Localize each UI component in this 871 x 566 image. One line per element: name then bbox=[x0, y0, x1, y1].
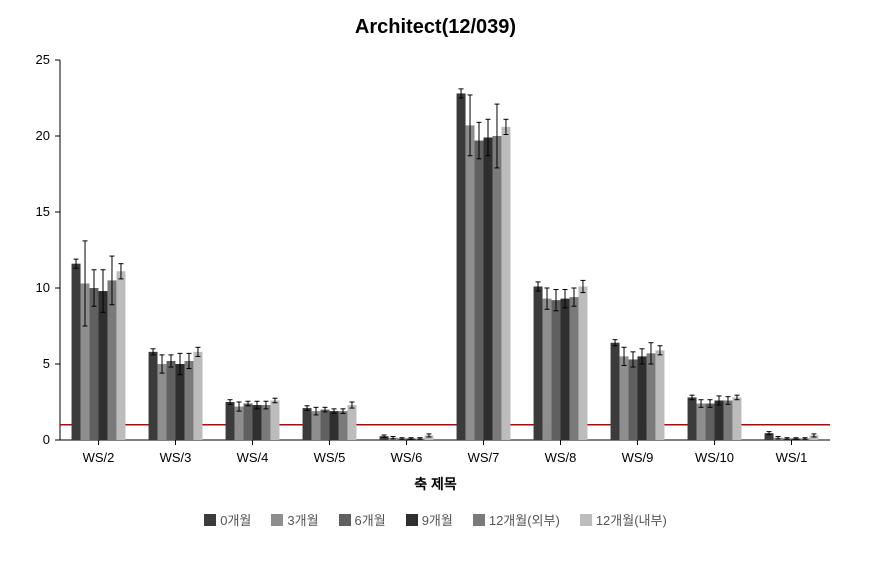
bar bbox=[253, 405, 262, 440]
bar bbox=[715, 400, 724, 440]
bar bbox=[457, 93, 466, 440]
bar bbox=[646, 353, 655, 440]
bar bbox=[72, 264, 81, 440]
y-tick-label: 0 bbox=[43, 432, 50, 447]
bar bbox=[723, 400, 732, 440]
bar bbox=[116, 271, 125, 440]
x-axis-label: 축 제목 bbox=[0, 474, 871, 494]
bar bbox=[99, 291, 108, 440]
bar bbox=[484, 138, 493, 440]
bar bbox=[303, 408, 312, 440]
legend-label: 6개월 bbox=[355, 513, 386, 528]
bar bbox=[312, 411, 321, 440]
bar bbox=[578, 286, 587, 440]
bar bbox=[330, 411, 339, 440]
legend-swatch bbox=[271, 514, 283, 526]
y-tick-label: 25 bbox=[36, 52, 50, 67]
bar bbox=[688, 397, 697, 440]
bar bbox=[158, 364, 167, 440]
legend-swatch bbox=[406, 514, 418, 526]
bar bbox=[347, 405, 356, 440]
bar bbox=[176, 364, 185, 440]
bar bbox=[543, 299, 552, 440]
bar bbox=[638, 356, 647, 440]
category-label: WS/6 bbox=[391, 450, 423, 465]
bar bbox=[466, 125, 475, 440]
legend: 0개월 3개월 6개월 9개월 12개월(외부) 12개월(내부) bbox=[0, 510, 871, 529]
category-label: WS/7 bbox=[468, 450, 500, 465]
y-tick-label: 20 bbox=[36, 128, 50, 143]
category-label: WS/2 bbox=[83, 450, 115, 465]
bar bbox=[552, 300, 561, 440]
bar bbox=[270, 400, 279, 440]
legend-item: 12개월(외부) bbox=[473, 510, 560, 529]
chart-container: Architect(12/039) 0 5 10 15 20 25 WS/2 WS/3 WS/4… bbox=[0, 0, 871, 566]
category-label: WS/3 bbox=[160, 450, 192, 465]
bar bbox=[261, 405, 270, 440]
bar bbox=[611, 343, 620, 440]
bar bbox=[501, 127, 510, 440]
bar bbox=[655, 350, 664, 440]
legend-label: 12개월(외부) bbox=[489, 513, 560, 528]
legend-label: 12개월(내부) bbox=[596, 513, 667, 528]
category-label: WS/8 bbox=[545, 450, 577, 465]
legend-item: 12개월(내부) bbox=[580, 510, 667, 529]
legend-swatch bbox=[204, 514, 216, 526]
bar bbox=[697, 404, 706, 440]
bar bbox=[629, 359, 638, 440]
legend-item: 3개월 bbox=[271, 510, 318, 529]
category-label: WS/4 bbox=[237, 450, 269, 465]
bar bbox=[167, 361, 176, 440]
bar bbox=[244, 404, 253, 440]
legend-item: 6개월 bbox=[339, 510, 386, 529]
legend-item: 9개월 bbox=[406, 510, 453, 529]
legend-label: 0개월 bbox=[220, 513, 251, 528]
chart-title: Architect(12/039) bbox=[0, 16, 871, 39]
category-label: WS/1 bbox=[776, 450, 808, 465]
bar bbox=[492, 136, 501, 440]
bar bbox=[193, 352, 202, 440]
bar bbox=[534, 286, 543, 440]
bar bbox=[226, 402, 235, 440]
bar bbox=[321, 410, 330, 440]
y-tick-label: 15 bbox=[36, 204, 50, 219]
bar bbox=[569, 297, 578, 440]
bar bbox=[732, 397, 741, 440]
y-tick-label: 10 bbox=[36, 280, 50, 295]
category-label: WS/5 bbox=[314, 450, 346, 465]
bar bbox=[184, 361, 193, 440]
legend-label: 3개월 bbox=[287, 513, 318, 528]
y-tick-label: 5 bbox=[43, 356, 50, 371]
legend-label: 9개월 bbox=[422, 513, 453, 528]
bar bbox=[149, 352, 158, 440]
bar bbox=[620, 356, 629, 440]
legend-swatch bbox=[580, 514, 592, 526]
bar bbox=[706, 404, 715, 440]
legend-swatch bbox=[339, 514, 351, 526]
bar bbox=[561, 299, 570, 440]
category-label: WS/10 bbox=[695, 450, 734, 465]
bar bbox=[338, 411, 347, 440]
bar bbox=[90, 288, 99, 440]
legend-item: 0개월 bbox=[204, 510, 251, 529]
bar bbox=[475, 141, 484, 440]
category-label: WS/9 bbox=[622, 450, 654, 465]
legend-swatch bbox=[473, 514, 485, 526]
